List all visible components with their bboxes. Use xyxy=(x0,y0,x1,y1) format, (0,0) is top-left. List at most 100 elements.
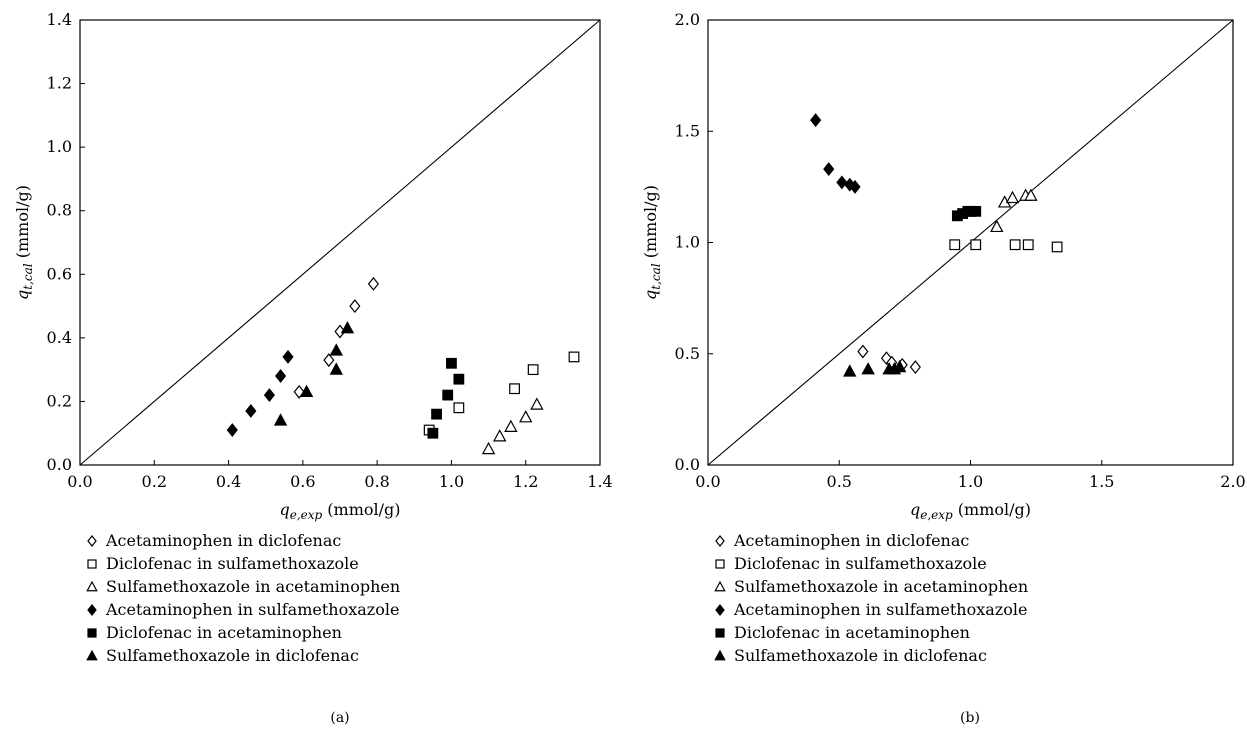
data-point xyxy=(970,239,982,251)
y-axis-label: qt,cal (mmol/g) xyxy=(641,185,663,300)
data-point xyxy=(519,410,533,423)
data-point xyxy=(427,427,439,439)
legend-label: Diclofenac in sulfamethoxazole xyxy=(106,554,359,573)
series-6 xyxy=(273,321,355,426)
data-point xyxy=(1022,239,1034,251)
data-point xyxy=(990,219,1004,233)
x-axis-label-unit: (mmol/g) xyxy=(953,500,1031,519)
data-point xyxy=(1005,190,1020,204)
y-tick-label: 0.0 xyxy=(47,455,72,474)
series-1 xyxy=(293,276,379,399)
y-axis-label-unit: (mmol/g) xyxy=(641,185,660,263)
x-tick-label: 1.5 xyxy=(1089,472,1114,491)
legend-label: Sulfamethoxazole in acetaminophen xyxy=(734,577,1028,596)
y-tick-label: 1.2 xyxy=(47,74,72,93)
x-tick-label: 0.2 xyxy=(142,472,167,491)
x-tick-label: 1.4 xyxy=(587,472,612,491)
legend-marker xyxy=(87,559,97,569)
y-tick-label: 0.4 xyxy=(47,328,72,347)
data-point xyxy=(273,413,288,426)
data-point xyxy=(527,364,539,376)
legend-marker xyxy=(87,604,97,616)
x-tick-label: 1.0 xyxy=(439,472,464,491)
data-point xyxy=(836,175,848,190)
y-tick-label: 0.5 xyxy=(675,344,700,363)
data-point xyxy=(970,205,982,217)
x-tick-label: 2.0 xyxy=(1220,472,1245,491)
diagonal-line xyxy=(79,19,601,466)
legend-label: Diclofenac in acetaminophen xyxy=(106,623,342,642)
y-axis-label-subscript: t,cal xyxy=(21,263,35,290)
data-point xyxy=(843,364,857,377)
data-point xyxy=(431,408,442,420)
data-point xyxy=(481,441,496,455)
data-point xyxy=(849,179,861,194)
x-tick-label: 1.0 xyxy=(958,472,983,491)
x-axis-label: qe,exp (mmol/g) xyxy=(279,500,400,522)
data-point xyxy=(1024,188,1038,201)
legend-label: Acetaminophen in diclofenac xyxy=(733,531,969,550)
legend-label: Sulfamethoxazole in acetaminophen xyxy=(106,577,400,596)
data-point xyxy=(446,357,457,369)
legend-marker xyxy=(87,628,97,638)
y-tick-label: 0.0 xyxy=(675,455,700,474)
panel-label: (a) xyxy=(330,710,349,726)
data-point xyxy=(329,362,343,375)
legend-label: Acetaminophen in sulfamethoxazole xyxy=(733,600,1027,619)
panel-b: 0.0 0.5 1.0 1.5 2.0 0.0 0.5 1.0 1.5 2.0 qe,exp (mm… xyxy=(641,10,1246,726)
data-point xyxy=(509,383,520,395)
data-point xyxy=(226,423,238,437)
y-tick-label: 1.4 xyxy=(47,10,72,29)
legend-label: Sulfamethoxazole in diclofenac xyxy=(106,646,359,665)
legend-marker xyxy=(715,604,725,616)
y-tick-label: 1.0 xyxy=(47,137,72,156)
x-tick-label: 0.8 xyxy=(364,472,389,491)
legend-marker xyxy=(714,649,726,661)
panel-label: (b) xyxy=(960,710,980,726)
data-point xyxy=(861,362,875,375)
y-tick-label: 0.2 xyxy=(47,391,72,410)
data-point xyxy=(367,276,379,291)
series-4 xyxy=(226,349,294,437)
legend-marker xyxy=(86,580,98,592)
data-point xyxy=(299,384,314,397)
legend-label: Diclofenac in sulfamethoxazole xyxy=(734,554,987,573)
data-point xyxy=(349,299,361,314)
legend-label: Acetaminophen in sulfamethoxazole xyxy=(105,600,399,619)
x-tick-label: 0.0 xyxy=(695,472,720,491)
legend-marker xyxy=(715,535,725,547)
data-point xyxy=(880,351,893,366)
y-axis-label-symbol: q xyxy=(641,290,660,300)
y-axis-label-subscript: t,cal xyxy=(649,263,663,290)
y-tick-label: 1.0 xyxy=(675,233,700,252)
data-point xyxy=(453,373,465,385)
x-axis-label: qe,exp (mmol/g) xyxy=(910,500,1031,522)
data-point xyxy=(263,388,275,403)
x-axis-label-subscript: e,exp xyxy=(290,508,323,522)
x-axis-label-unit: (mmol/g) xyxy=(322,500,400,519)
series-2 xyxy=(949,239,1063,253)
y-tick-label: 2.0 xyxy=(675,10,700,29)
data-point xyxy=(329,343,343,356)
data-point xyxy=(282,349,294,364)
y-axis-label: qt,cal (mmol/g) xyxy=(13,185,35,300)
data-point xyxy=(323,353,335,368)
series-5 xyxy=(427,357,465,439)
x-tick-label: 0.6 xyxy=(290,472,315,491)
data-point xyxy=(530,397,544,410)
legend-marker xyxy=(715,559,725,569)
plot-frame xyxy=(79,19,601,466)
x-tick-label: 0.0 xyxy=(67,472,92,491)
panel-a: 0.0 0.2 0.4 0.6 0.8 1.0 1.2 1.4 0.0 0.2 0.4 0.6 0.8 1… xyxy=(13,10,613,726)
x-tick-label: 0.5 xyxy=(827,472,852,491)
legend-label: Diclofenac in acetaminophen xyxy=(734,623,970,642)
legend-marker xyxy=(714,580,726,592)
series-4 xyxy=(810,113,861,194)
y-tick-label: 1.5 xyxy=(675,121,700,140)
data-point xyxy=(340,321,355,334)
data-point xyxy=(1051,241,1063,253)
data-point xyxy=(810,113,822,128)
x-tick-label: 0.4 xyxy=(216,472,241,491)
y-tick-label: 0.8 xyxy=(47,201,72,220)
